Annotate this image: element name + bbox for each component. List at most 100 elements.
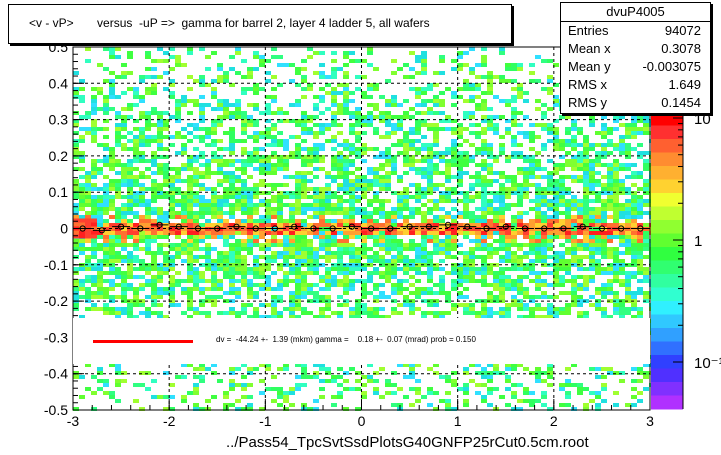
heatmap-cell: [415, 131, 421, 135]
heatmap-cell: [289, 239, 295, 243]
heatmap-cell: [295, 231, 301, 235]
heatmap-cell: [355, 379, 361, 383]
heatmap-cell: [511, 151, 517, 155]
heatmap-cell: [337, 251, 343, 255]
heatmap-cell: [277, 183, 283, 187]
heatmap-cell: [145, 267, 151, 271]
heatmap-cell: [613, 303, 619, 307]
heatmap-cell: [103, 143, 109, 147]
heatmap-cell: [397, 239, 403, 243]
heatmap-cell: [169, 167, 175, 171]
heatmap-cell: [409, 143, 415, 147]
heatmap-cell: [499, 271, 505, 275]
heatmap-cell: [295, 223, 301, 227]
heatmap-cell: [109, 83, 115, 87]
heatmap-cell: [265, 287, 271, 291]
heatmap-cell: [97, 127, 103, 131]
heatmap-cell: [103, 67, 109, 71]
heatmap-cell: [271, 47, 277, 51]
heatmap-cell: [199, 103, 205, 107]
heatmap-cell: [433, 251, 439, 255]
heatmap-cell: [517, 167, 523, 171]
heatmap-cell: [109, 55, 115, 59]
heatmap-cell: [499, 79, 505, 83]
heatmap-cell: [211, 91, 217, 95]
heatmap-cell: [391, 291, 397, 295]
heatmap-cell: [217, 103, 223, 107]
heatmap-cell: [187, 291, 193, 295]
heatmap-cell: [439, 215, 445, 219]
heatmap-cell: [163, 251, 169, 255]
heatmap-cell: [313, 143, 319, 147]
heatmap-cell: [625, 123, 631, 127]
heatmap-cell: [553, 139, 559, 143]
heatmap-cell: [127, 315, 133, 319]
heatmap-cell: [163, 211, 169, 215]
heatmap-cell: [79, 267, 85, 271]
heatmap-cell: [307, 187, 313, 191]
palette-swatch: [651, 368, 683, 383]
heatmap-cell: [343, 279, 349, 283]
heatmap-cell: [163, 215, 169, 219]
heatmap-cell: [427, 175, 433, 179]
heatmap-cell: [247, 195, 253, 199]
stats-box: dvuP4005 Entries 94072 Mean x 0.3078 Mean …: [560, 2, 711, 114]
heatmap-cell: [115, 275, 121, 279]
heatmap-cell: [541, 379, 547, 383]
heatmap-cell: [163, 219, 169, 223]
heatmap-cell: [175, 215, 181, 219]
heatmap-cell: [535, 259, 541, 263]
heatmap-cell: [271, 251, 277, 255]
heatmap-cell: [319, 211, 325, 215]
heatmap-cell: [469, 271, 475, 275]
heatmap-cell: [73, 255, 79, 259]
heatmap-cell: [433, 95, 439, 99]
heatmap-cell: [91, 211, 97, 215]
heatmap-cell: [427, 187, 433, 191]
heatmap-cell: [601, 235, 607, 239]
heatmap-cell: [241, 167, 247, 171]
heatmap-cell: [247, 291, 253, 295]
heatmap-cell: [163, 51, 169, 55]
heatmap-cell: [277, 231, 283, 235]
heatmap-cell: [133, 399, 139, 403]
heatmap-cell: [337, 111, 343, 115]
heatmap-cell: [397, 279, 403, 283]
heatmap-cell: [409, 311, 415, 315]
heatmap-cell: [463, 163, 469, 167]
heatmap-cell: [403, 131, 409, 135]
profile-point: [560, 225, 567, 232]
heatmap-cell: [91, 218, 97, 223]
heatmap-cell: [259, 219, 265, 223]
heatmap-cell: [565, 223, 571, 227]
heatmap-cell: [367, 211, 373, 215]
heatmap-cell: [211, 283, 217, 287]
heatmap-cell: [307, 147, 313, 151]
heatmap-cell: [487, 107, 493, 111]
heatmap-cell: [373, 83, 379, 87]
heatmap-cell: [433, 391, 439, 395]
heatmap-cell: [337, 103, 343, 107]
heatmap-cell: [487, 391, 493, 395]
heatmap-cell: [439, 119, 445, 123]
heatmap-cell: [127, 219, 133, 223]
heatmap-cell: [121, 179, 127, 183]
heatmap-cell: [115, 307, 121, 311]
heatmap-cell: [283, 183, 289, 187]
heatmap-cell: [553, 307, 559, 311]
heatmap-cell: [199, 199, 205, 203]
heatmap-cell: [85, 307, 91, 311]
heatmap-cell: [451, 207, 457, 211]
heatmap-cell: [553, 187, 559, 191]
heatmap-cell: [499, 195, 505, 199]
heatmap-cell: [265, 191, 271, 195]
heatmap-cell: [253, 159, 259, 163]
heatmap-cell: [541, 279, 547, 283]
heatmap-cell: [265, 279, 271, 283]
heatmap-cell: [121, 371, 127, 375]
heatmap-cell: [541, 191, 547, 195]
heatmap-cell: [175, 103, 181, 107]
heatmap-cell: [583, 151, 589, 155]
heatmap-cell: [169, 407, 175, 411]
heatmap-cell: [505, 303, 511, 307]
